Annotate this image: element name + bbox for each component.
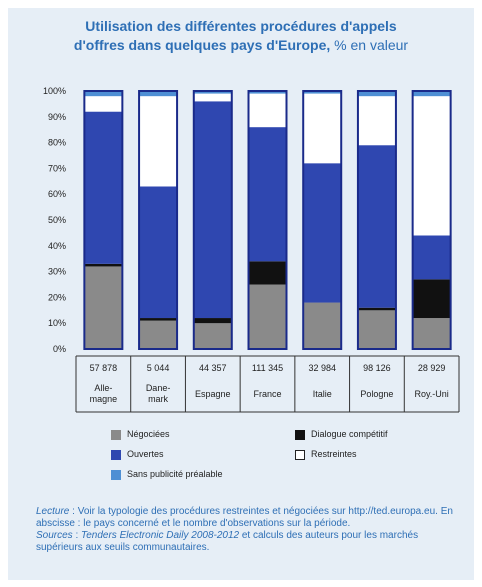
y-tick-label: 90% [48,112,66,122]
lecture-text: : Voir la typologie des procédures restr… [36,506,453,529]
legend-swatch [111,470,121,480]
x-category-label: Alle- [94,383,112,393]
bar-segment-restreintes [357,96,396,146]
x-category-label: Roy.-Uni [414,389,448,399]
legend-label: Restreintes [311,449,357,459]
bar-outline [302,90,343,350]
bar-segment-ouvertes [248,127,287,262]
bar-segment-ouvertes [412,235,451,280]
x-category-label: magne [90,394,118,404]
y-tick-label: 0% [53,344,66,354]
bar-segment-dialogue [84,263,123,267]
bar-segment-dialogue [357,307,396,311]
bar-segment-sans_publicite [412,91,451,97]
bar-outline [192,90,233,350]
bar-segment-dialogue [193,318,232,324]
sources-text: et calculs des auteurs pour les marchés … [36,530,419,553]
bar-outline [247,90,288,350]
bar-outline [83,90,124,350]
bar-segment-sans_publicite [84,91,123,97]
x-category-label: mark [148,394,168,404]
y-tick-label: 50% [48,215,66,225]
x-count-label: 98 126 [363,363,391,373]
bar-segment-restreintes [193,93,232,102]
bar-segment-dialogue [412,279,451,319]
bar-segment-negociees [412,318,451,349]
bar-segment-dialogue [139,318,178,321]
y-tick-label: 10% [48,318,66,328]
bar-segment-negociees [139,320,178,349]
bar-segment-ouvertes [357,145,396,308]
title-line-1: Utilisation des différentes procédures d… [85,18,397,34]
bar-segment-negociees [303,302,342,349]
bar-segment-ouvertes [193,101,232,319]
bar-segment-negociees [357,310,396,349]
legend-swatch [295,450,305,460]
legend-swatch [111,430,121,440]
bar-segment-restreintes [303,93,342,164]
bar-segment-restreintes [84,96,123,112]
title-unit: % en valeur [334,37,409,53]
bar-segment-sans_publicite [193,91,232,94]
legend-label: Sans publicité préalable [127,469,223,479]
bar-segment-dialogue [248,261,287,285]
footnote: Lecture : Voir la typologie des procédur… [36,506,466,554]
y-tick-label: 70% [48,163,66,173]
y-tick-label: 20% [48,292,66,302]
bar-segment-sans_publicite [357,91,396,97]
legend-swatch [111,450,121,460]
bar-segment-sans_publicite [303,91,342,94]
x-count-label: 5 044 [147,363,170,373]
x-count-label: 44 357 [199,363,227,373]
x-category-label: France [253,389,281,399]
title-line-2-text: d'offres dans quelques pays d'Europe, [73,37,331,53]
bar-segment-ouvertes [84,111,123,264]
legend-label: Négociées [127,429,170,439]
bar-outline [411,90,452,350]
title-line-2: d'offres dans quelques pays d'Europe, % … [0,36,482,55]
bar-outline [138,90,179,350]
x-category-label: Dane- [146,383,171,393]
y-tick-label: 80% [48,138,66,148]
sources-label: Sources [36,530,73,541]
legend-label: Dialogue compétitif [311,429,388,439]
bar-segment-ouvertes [139,186,178,319]
footnote-lecture: Lecture : Voir la typologie des procédur… [36,506,466,530]
x-count-label: 28 929 [418,363,446,373]
y-tick-label: 100% [43,86,66,96]
x-count-label: 111 345 [252,363,283,373]
legend-swatch [295,430,305,440]
bar-segment-negociees [84,266,123,349]
bar-outline [356,90,397,350]
bar-segment-restreintes [139,96,178,187]
stacked-bar-chart: 0% 10% 20% 30% 40% 50% 60% 70% 80% 90% 100% 57 878 A… [43,86,460,413]
x-category-label: Italie [313,389,332,399]
lecture-label: Lecture [36,506,70,517]
y-tick-label: 40% [48,241,66,251]
footnote-sources: Sources : Tenders Electronic Daily 2008-… [36,530,419,553]
bar-segment-negociees [193,323,232,349]
legend-label: Ouvertes [127,449,164,459]
x-count-label: 32 984 [308,363,336,373]
bar-segment-ouvertes [303,163,342,303]
chart-title: Utilisation des différentes procédures d… [0,17,482,55]
y-tick-label: 60% [48,189,66,199]
bar-segment-negociees [248,284,287,349]
bar-segment-restreintes [248,93,287,128]
x-category-label: Espagne [195,389,231,399]
x-category-label: Pologne [360,389,393,399]
bar-segment-restreintes [412,96,451,236]
y-tick-label: 30% [48,267,66,277]
sources-source: Tenders Electronic Daily 2008-2012 [81,530,240,541]
x-count-label: 57 878 [90,363,118,373]
bar-segment-sans_publicite [139,91,178,97]
bar-segment-sans_publicite [248,91,287,94]
